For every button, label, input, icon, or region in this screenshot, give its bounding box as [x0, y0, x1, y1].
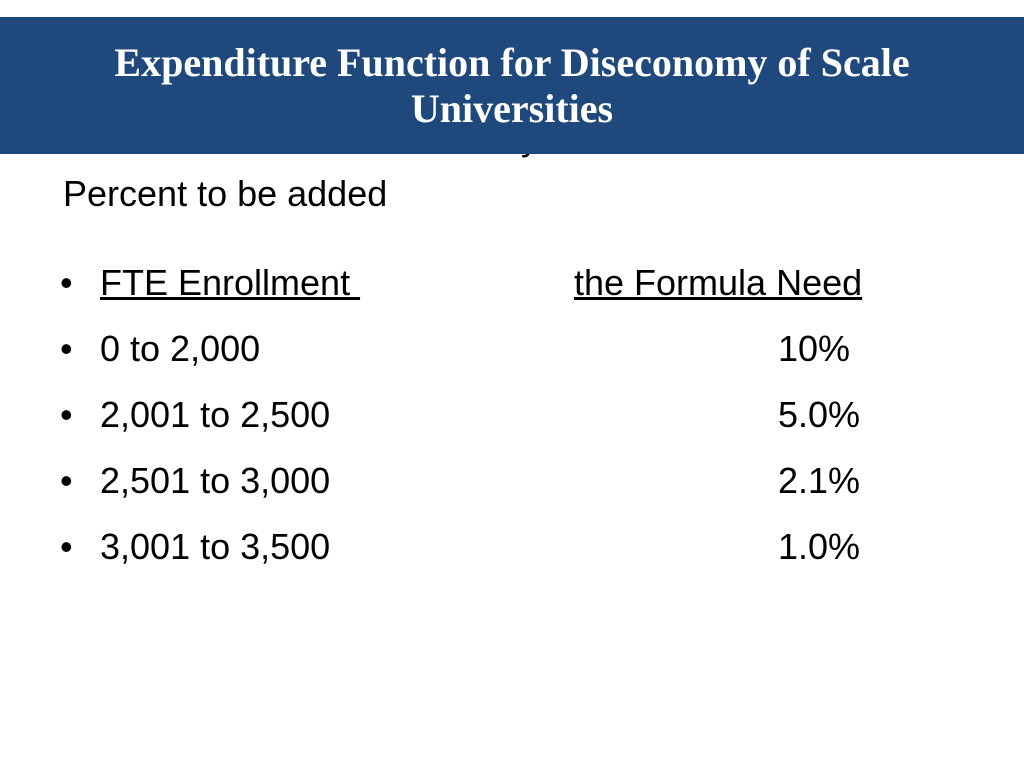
- slide-title: Expenditure Function for Diseconomy of S…: [114, 39, 910, 131]
- percent-value: 2.1%: [778, 460, 861, 501]
- percent-value: 10%: [778, 328, 851, 369]
- table-row: • 0 to 2,000 10%: [60, 324, 1000, 390]
- table-row: • 3,001 to 3,500 1.0%: [60, 522, 1000, 588]
- percent-value: 5.0%: [778, 394, 861, 435]
- subheading: Percent to be added: [63, 173, 388, 214]
- enrollment-table: • FTE Enrollment the Formula Need • 0 to…: [60, 258, 1000, 588]
- header-fte-enrollment: FTE Enrollment: [100, 262, 361, 303]
- enrollment-range: 3,001 to 3,500: [100, 526, 331, 567]
- enrollment-range: 2,501 to 3,000: [100, 460, 331, 501]
- bullet-icon: •: [60, 262, 73, 303]
- header-formula-need: the Formula Need: [574, 262, 863, 303]
- bullet-icon: •: [60, 394, 73, 435]
- title-bar: Expenditure Function for Diseconomy of S…: [0, 17, 1024, 154]
- table-header-row: • FTE Enrollment the Formula Need: [60, 258, 1000, 324]
- enrollment-range: 0 to 2,000: [100, 328, 261, 369]
- table-row: • 2,501 to 3,000 2.1%: [60, 456, 1000, 522]
- bullet-icon: •: [60, 460, 73, 501]
- table-row: • 2,001 to 2,500 5.0%: [60, 390, 1000, 456]
- bullet-icon: •: [60, 526, 73, 567]
- percent-value: 1.0%: [778, 526, 861, 567]
- enrollment-range: 2,001 to 2,500: [100, 394, 331, 435]
- bullet-icon: •: [60, 328, 73, 369]
